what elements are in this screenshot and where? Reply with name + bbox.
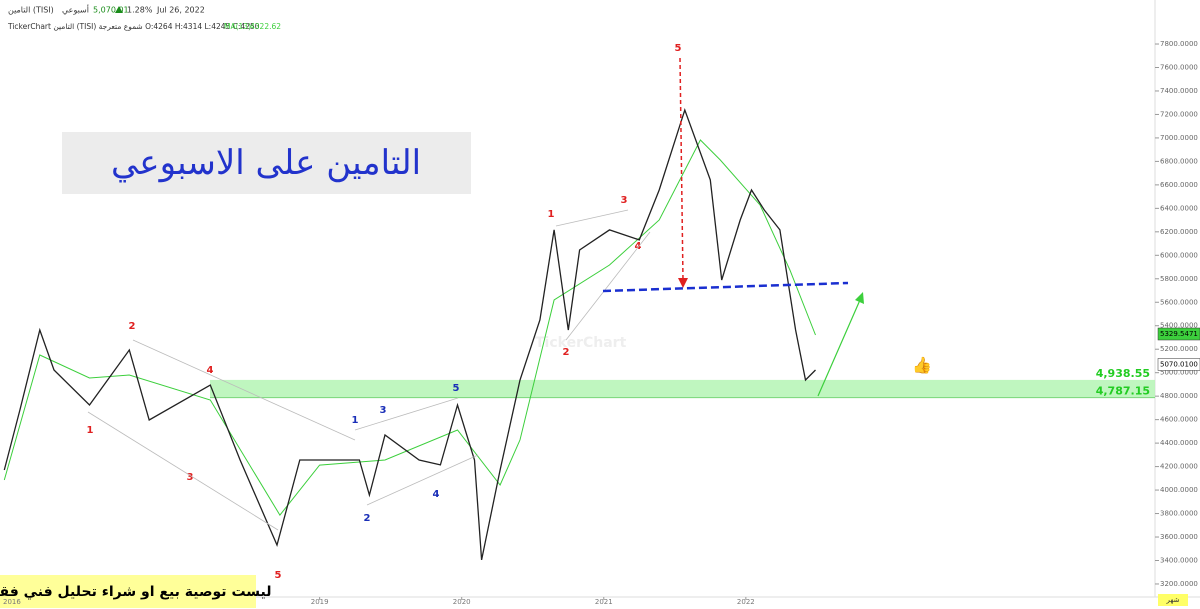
date: Jul 26, 2022	[156, 6, 205, 15]
channel-line	[132, 339, 356, 441]
wave-label: 2	[563, 347, 570, 358]
price-mark-box	[1157, 327, 1200, 341]
wave-label: 4	[635, 241, 642, 252]
watermark: TickerChart	[535, 335, 627, 351]
y-tick-label: 5800.0000	[1160, 275, 1198, 283]
y-tick-label: 5200.0000	[1160, 345, 1198, 353]
y-tick-label: 5400.0000	[1160, 322, 1198, 330]
y-tick-label: 3800.0000	[1160, 510, 1198, 518]
y-tick-label: 6000.0000	[1160, 251, 1198, 259]
price-line	[3, 107, 816, 561]
x-start-label: 2016	[3, 598, 21, 606]
support-zone	[210, 379, 1155, 398]
y-tick-label: 7000.0000	[1160, 134, 1198, 142]
y-tick-label: 7800.0000	[1160, 40, 1198, 48]
price-mark-label: 5070.0100	[1160, 360, 1198, 368]
x-tick-label: 2019	[311, 598, 329, 606]
wave-label: 4	[207, 365, 214, 376]
y-tick-label: 7600.0000	[1160, 63, 1198, 71]
ma-name: MA(13)	[224, 22, 251, 31]
channel-line	[565, 231, 651, 341]
up-arrow	[817, 299, 861, 397]
arrow-head	[855, 292, 864, 304]
wave-label: 3	[380, 405, 387, 416]
channel-line	[555, 209, 629, 227]
thumb-icon: 👍	[912, 356, 932, 375]
price: 5,070.01	[93, 6, 129, 15]
y-tick-label: 6200.0000	[1160, 228, 1198, 236]
badge-box	[1158, 594, 1188, 606]
symbol: التامين (TISI)	[8, 6, 54, 15]
y-tick-label: 4000.0000	[1160, 486, 1198, 494]
layer: 4,938.55 4,787.15 3200.0000 3400.0000 3600.0…	[3, 40, 1200, 606]
chart-title: التامين على الاسبوعي	[111, 143, 421, 183]
wave-label: 2	[364, 513, 371, 524]
x-tick-label: 2022	[737, 598, 755, 606]
y-tick-label: 4200.0000	[1160, 463, 1198, 471]
y-tick-label: 4800.0000	[1160, 392, 1198, 400]
wave-label: 1	[352, 415, 359, 426]
ohlc: TickerChart التامين (TISI) شموع متعرجة O…	[7, 22, 260, 31]
neckline	[602, 281, 849, 293]
arrow-head	[678, 278, 688, 288]
wave-label: 4	[433, 489, 440, 500]
wave-label: 5	[275, 570, 282, 581]
title-box	[62, 132, 471, 194]
channel-line	[87, 411, 279, 531]
zone-label: 4,938.55	[1096, 367, 1150, 380]
wave-label: 1	[548, 209, 555, 220]
y-tick-label: 5600.0000	[1160, 298, 1198, 306]
wave-label: 5	[453, 383, 460, 394]
zone-label: 4,787.15	[1096, 385, 1150, 398]
channels	[87, 209, 651, 531]
disclaimer: ليست توصية بيع او شراء تحليل فني فقط	[0, 584, 271, 600]
ma-value: 4322.62	[250, 22, 281, 31]
y-tick-label: 3200.0000	[1160, 580, 1198, 588]
y-tick-label: 6600.0000	[1160, 181, 1198, 189]
y-tick-label: 3400.0000	[1160, 556, 1198, 564]
change: 1.28%	[127, 6, 153, 15]
y-tick-label: 4400.0000	[1160, 439, 1198, 447]
price-mark-label: 5329.5471	[1160, 330, 1198, 338]
ma-line	[3, 139, 816, 516]
wave-label: 2	[129, 321, 136, 332]
wave-label: 3	[621, 195, 628, 206]
disclaimer-box	[0, 575, 256, 608]
y-tick-label: 3600.0000	[1160, 533, 1198, 541]
y-tick-label: 5000.0000	[1160, 369, 1198, 377]
y-tick-label: 7200.0000	[1160, 110, 1198, 118]
period-badge: شهر	[1166, 596, 1180, 604]
target-arrow	[679, 57, 684, 281]
wave-label: 1	[87, 425, 94, 436]
up-icon	[115, 6, 123, 13]
y-tick-label: 6800.0000	[1160, 157, 1198, 165]
wave-label: 3	[187, 472, 194, 483]
wave-label: 5	[675, 43, 682, 54]
y-tick-label: 7400.0000	[1160, 87, 1198, 95]
y-tick-label: 6400.0000	[1160, 204, 1198, 212]
x-tick-label: 2021	[595, 598, 613, 606]
period: أسبوعي	[62, 5, 89, 15]
channel-line	[354, 397, 459, 431]
channel-line	[366, 454, 479, 506]
x-tick-label: 2020	[453, 598, 471, 606]
y-tick-label: 4600.0000	[1160, 416, 1198, 424]
price-mark-box	[1157, 358, 1200, 371]
